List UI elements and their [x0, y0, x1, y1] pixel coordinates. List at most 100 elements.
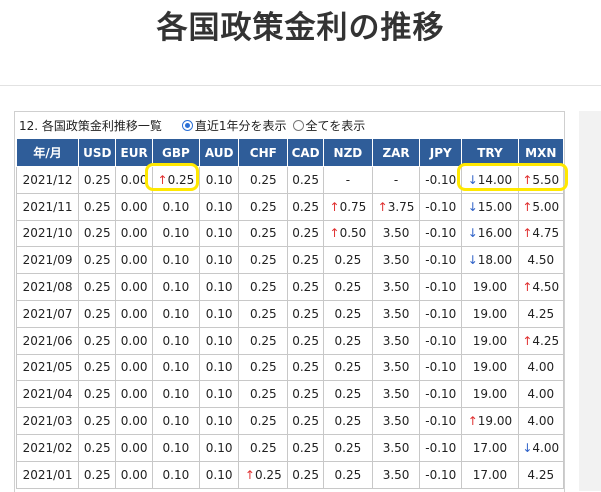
rate-cell: 0.25: [287, 407, 324, 435]
arrow-up-icon: ↑: [522, 333, 533, 348]
rate-cell: ↑0.25: [238, 460, 289, 489]
rate-cell: 0.25: [78, 353, 117, 382]
date-cell: 2021/11: [15, 192, 80, 221]
rate-cell: 0.10: [151, 192, 201, 221]
rate-cell: ↓14.00: [461, 166, 519, 194]
radio-show-all[interactable]: 全てを表示: [292, 117, 365, 134]
arrow-up-icon: ↑: [377, 199, 388, 214]
rate-cell: 0.25: [322, 407, 373, 435]
date-cell: 2021/09: [15, 246, 80, 275]
rate-cell: 0.25: [238, 380, 289, 409]
radio-recent-label: 直近1年分を表示: [194, 118, 287, 133]
rate-value: 3.75: [387, 199, 415, 214]
rate-cell: 0.10: [199, 353, 240, 382]
rate-cell: ↑0.50: [322, 219, 373, 248]
rate-cell: 0.25: [78, 246, 117, 275]
rate-cell: 0.00: [115, 407, 153, 435]
rate-cell: -0.10: [419, 219, 463, 248]
rate-cell: 4.25: [517, 460, 564, 489]
panel-header: 12. 各国政策金利推移一覧 直近1年分を表示 全てを表示: [15, 112, 564, 138]
column-header: GBP: [151, 138, 201, 167]
rate-cell: 0.10: [199, 166, 240, 194]
rate-cell: 0.10: [151, 246, 201, 275]
rate-cell: 0.25: [78, 380, 117, 409]
rate-cell: ↑4.50: [517, 273, 564, 301]
rate-cell: ↑0.25: [151, 166, 201, 194]
rate-cell: ↑4.25: [517, 326, 564, 355]
arrow-up-icon: ↑: [522, 172, 533, 187]
page-title: 各国政策金利の推移: [156, 10, 445, 46]
column-header: JPY: [419, 138, 463, 167]
rate-cell: 0.25: [322, 273, 373, 301]
rate-value: 16.00: [477, 226, 513, 241]
arrow-up-icon: ↑: [329, 226, 340, 241]
rate-cell: 0.25: [287, 192, 324, 221]
rate-cell: 0.25: [78, 219, 117, 248]
rate-cell: ↓15.00: [461, 192, 519, 221]
scrollbar[interactable]: [579, 111, 601, 491]
table-row: 2021/04 0.25 0.00 0.10 0.10 0.25 0.25 0.25 3.50-…: [15, 380, 564, 409]
rate-cell: 3.50: [371, 246, 421, 275]
radio-all-dot[interactable]: [292, 119, 304, 131]
rate-cell: ↑0.75: [322, 192, 373, 221]
rate-cell: -0.10: [419, 460, 463, 489]
rate-cell: 0.25: [78, 433, 117, 462]
rate-cell: 3.50: [371, 326, 421, 355]
rate-cell: 0.00: [115, 460, 153, 489]
arrow-up-icon: ↑: [329, 199, 340, 214]
rate-cell: 0.25: [287, 299, 324, 328]
rate-cell: 0.25: [78, 192, 117, 221]
rate-cell: 0.00: [115, 299, 153, 328]
rate-cell: 0.00: [115, 166, 153, 194]
rate-cell: 3.50: [371, 273, 421, 301]
rate-cell: 19.00: [461, 273, 519, 301]
panel-caption: 12. 各国政策金利推移一覧: [19, 118, 162, 133]
rate-cell: 0.10: [199, 299, 240, 328]
arrow-up-icon: ↑: [522, 280, 533, 295]
rate-cell: 0.25: [322, 460, 373, 489]
radio-recent-dot[interactable]: [181, 119, 193, 131]
rate-cell: 0.10: [151, 273, 201, 301]
rate-cell: 0.10: [151, 407, 201, 435]
date-cell: 2021/06: [15, 326, 80, 355]
rate-cell: 0.25: [238, 166, 289, 194]
rate-cell: 0.10: [151, 460, 201, 489]
rate-cell: 0.10: [199, 219, 240, 248]
rate-value: 14.00: [477, 172, 513, 187]
rate-cell: 19.00: [461, 353, 519, 382]
rate-value: 4.50: [532, 280, 560, 295]
rate-cell: 0.10: [199, 433, 240, 462]
rate-cell: ↓18.00: [461, 246, 519, 275]
rate-cell: 0.25: [287, 219, 324, 248]
rate-cell: 4.00: [517, 380, 564, 409]
rate-cell: 0.25: [238, 407, 289, 435]
rate-value: 5.50: [532, 172, 560, 187]
rate-cell: 4.50: [517, 246, 564, 275]
rate-cell: 0.25: [287, 166, 324, 194]
rate-value: 0.75: [339, 199, 367, 214]
rate-cell: ↑5.00: [517, 192, 564, 221]
column-header: CAD: [287, 138, 324, 167]
rate-cell: 0.25: [322, 246, 373, 275]
rate-cell: 4.00: [517, 353, 564, 382]
rate-cell: 0.10: [151, 326, 201, 355]
header-divider: [0, 85, 601, 86]
table-body: 2021/12 0.25 0.00 ↑0.25 0.10 0.25 0.25- - -0.10 ↓…: [15, 166, 564, 489]
arrow-up-icon: ↑: [244, 467, 255, 482]
radio-recent-year[interactable]: 直近1年分を表示: [181, 117, 287, 134]
column-header: TRY: [461, 138, 519, 167]
arrow-down-icon: ↓: [467, 199, 478, 214]
rate-cell: ↑4.75: [517, 219, 564, 248]
rate-value: 0.50: [339, 226, 367, 241]
arrow-up-icon: ↑: [522, 226, 533, 241]
table-row: 2021/07 0.25 0.00 0.10 0.10 0.25 0.25 0.25 3.50-…: [15, 299, 564, 328]
rate-cell: 0.25: [238, 299, 289, 328]
rate-cell: -0.10: [419, 353, 463, 382]
rate-cell: 0.25: [238, 433, 289, 462]
rate-cell: 0.25: [238, 273, 289, 301]
rate-cell: 0.25: [322, 380, 373, 409]
date-cell: 2021/04: [15, 380, 80, 409]
rate-cell: 19.00: [461, 380, 519, 409]
rate-cell: ↓16.00: [461, 219, 519, 248]
rate-cell: 3.50: [371, 380, 421, 409]
